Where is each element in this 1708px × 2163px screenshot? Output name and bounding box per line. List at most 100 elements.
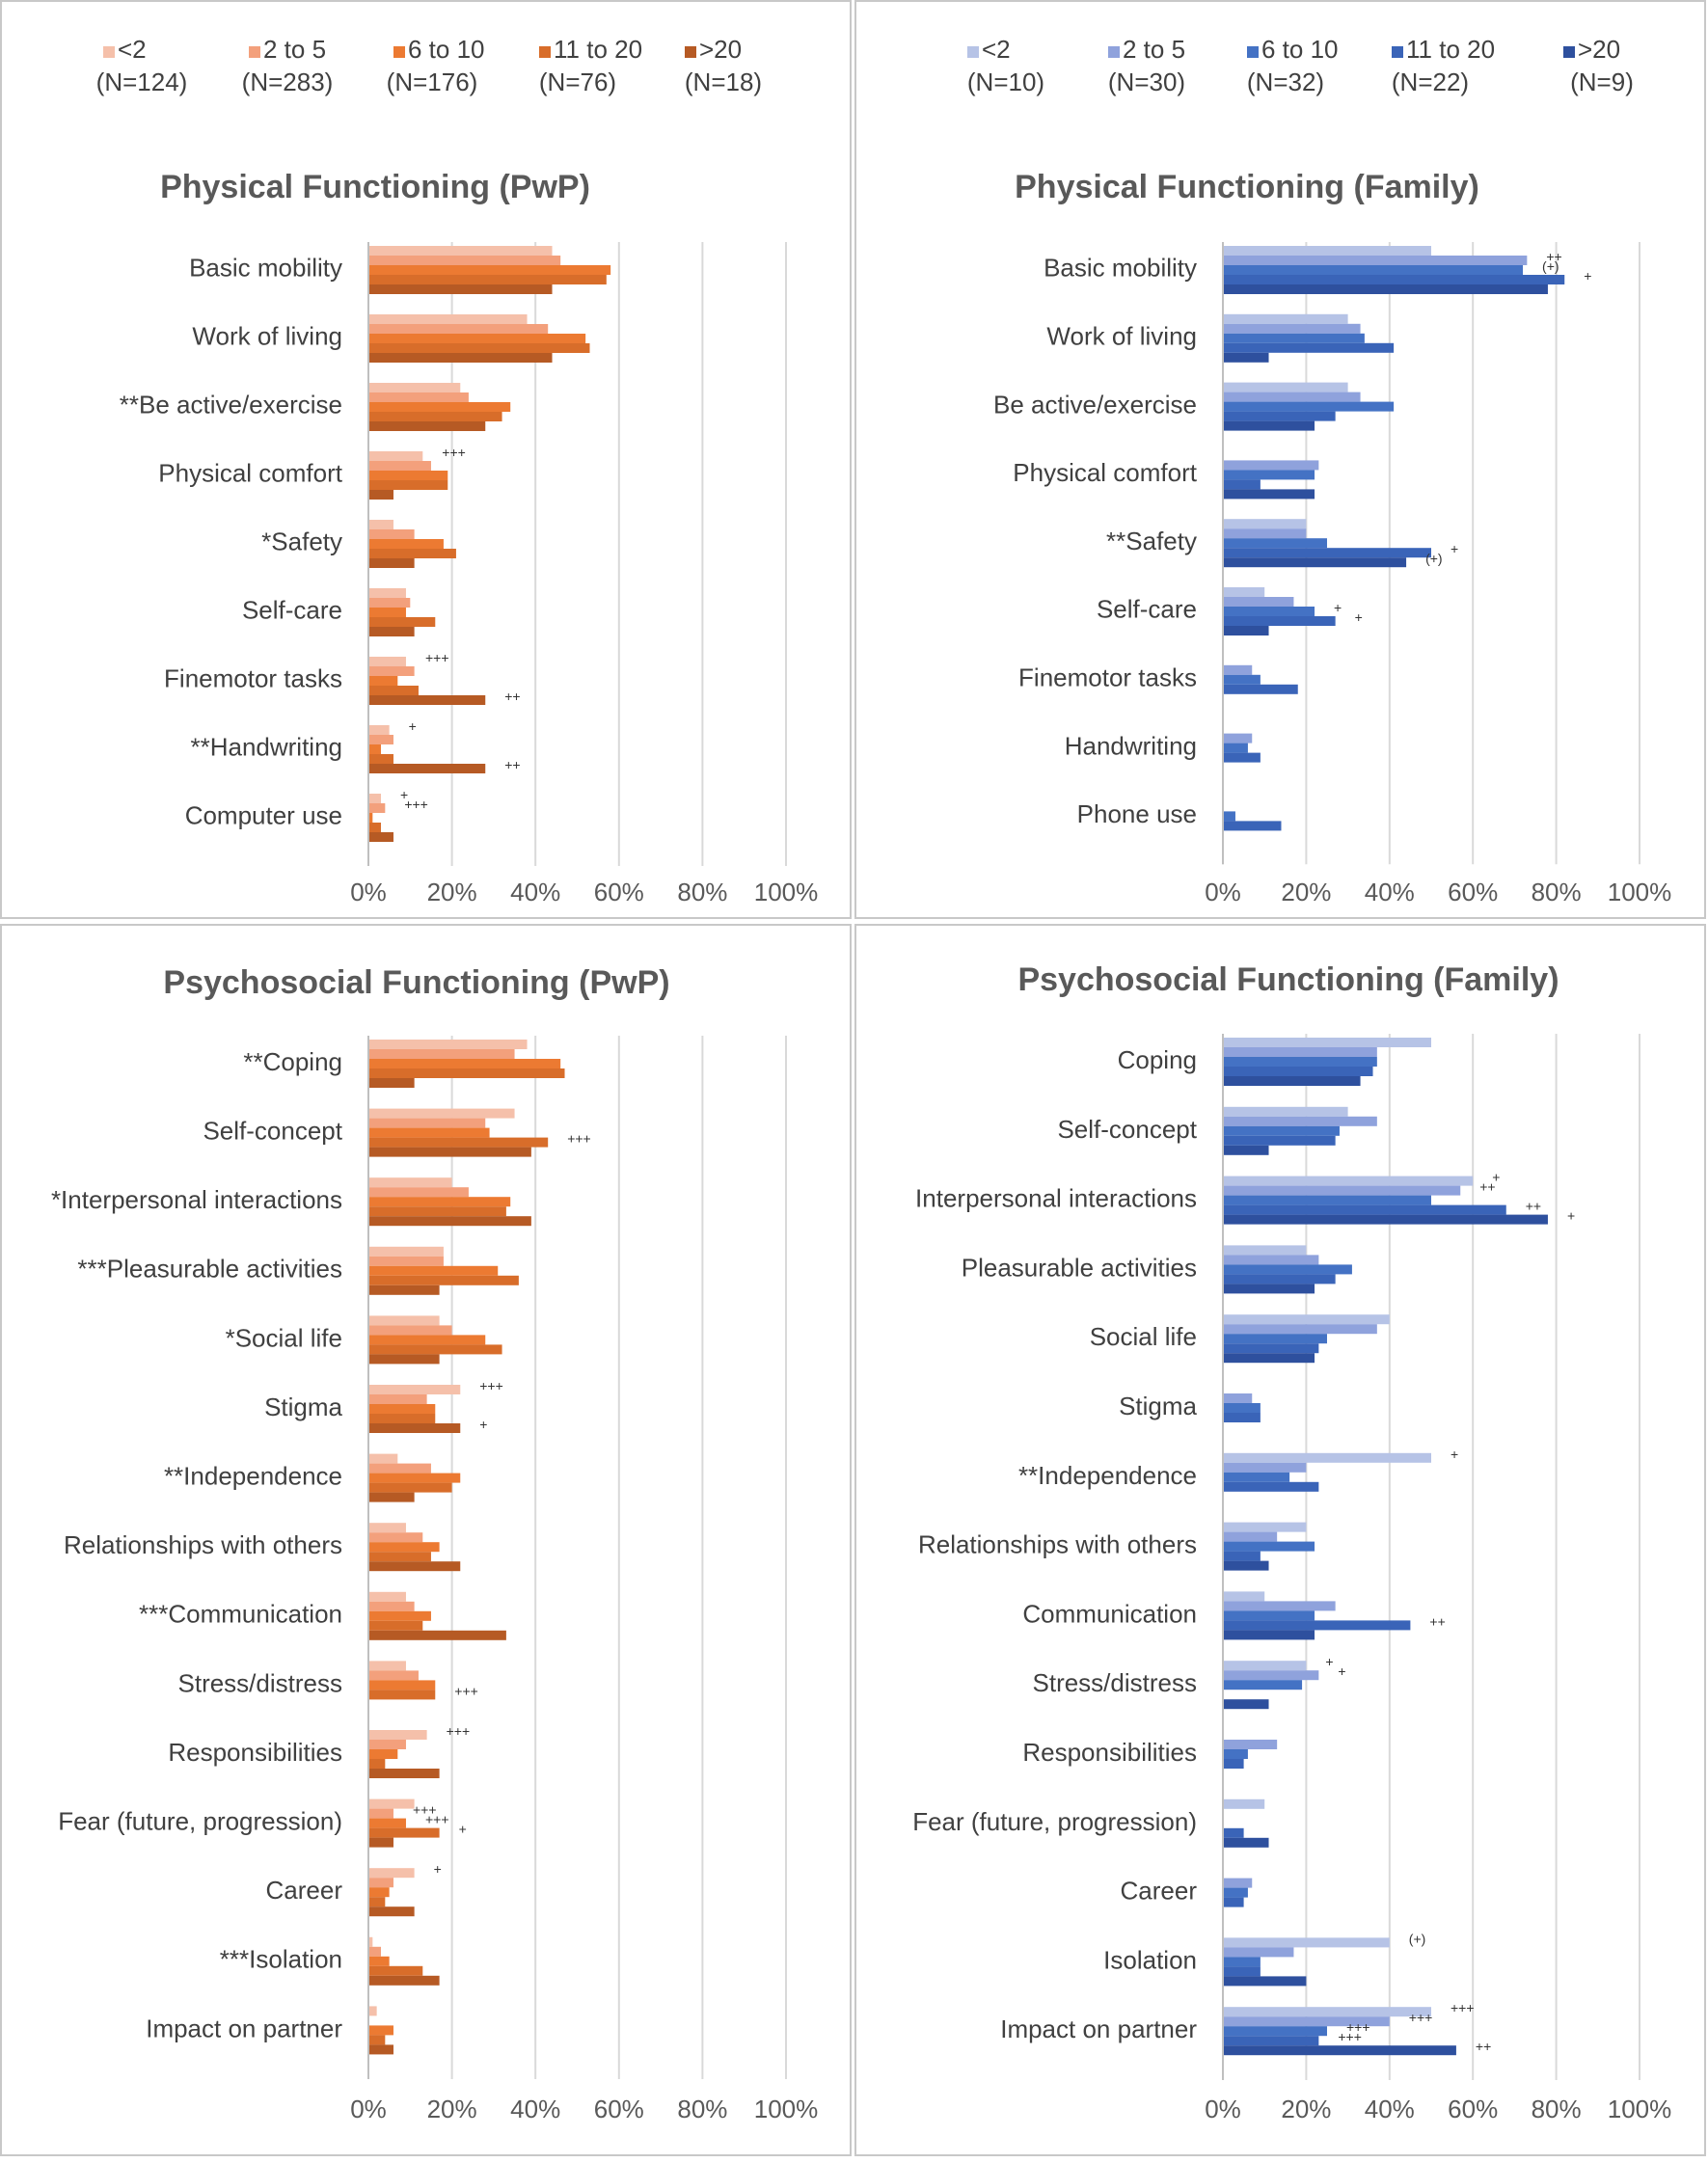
bar [368,1206,506,1217]
x-tick-label: 80% [677,878,727,906]
bar [1223,1957,1261,1967]
significance-marker: + [1338,1663,1345,1679]
bar [1223,2016,1390,2027]
bar [368,1385,461,1394]
category-label: Finemotor tasks [164,664,342,693]
bar [1223,470,1315,480]
bar [368,1956,390,1966]
bar [1223,479,1261,490]
x-tick-label: 40% [1365,2095,1415,2123]
category-label: Pleasurable activities [962,1253,1197,1282]
bar [368,1137,549,1148]
bar [1223,1067,1373,1076]
bar [368,1315,440,1326]
bar [1223,1670,1319,1681]
bar [1223,1324,1377,1335]
legend-label-pwp-4: >20 [699,35,742,64]
bar [1223,607,1315,616]
bar [1223,1452,1431,1463]
x-tick-label: 100% [1608,878,1672,906]
significance-marker: (+) [1542,258,1559,274]
bar [368,813,373,823]
x-tick-label: 60% [1448,2095,1498,2123]
significance-marker: +++ [442,445,466,460]
bar [368,2035,386,2045]
x-tick-label: 80% [1532,878,1582,906]
bar [368,1049,515,1059]
bar [368,1690,436,1700]
bar [1223,1740,1278,1749]
x-tick-label: 40% [510,878,560,906]
bar [1223,752,1261,763]
bar [368,1127,490,1138]
legend-swatch-pwp-3 [539,46,551,58]
legend-label-family-2: 6 to 10 [1261,35,1339,64]
bar [368,823,381,832]
chart-title: Physical Functioning (PwP) [160,169,590,205]
legend-swatch-family-1 [1108,46,1120,58]
category-label: ***Pleasurable activities [77,1255,342,1284]
panel-frame-physical-family [854,0,1706,919]
legend-n-family-2: (N=32) [1247,68,1324,96]
category-label: Stress/distress [1033,1668,1198,1697]
bar [1223,2026,1327,2037]
bar [368,832,393,842]
significance-marker: + [1325,1654,1333,1669]
bar [368,1284,440,1295]
bar [1223,1314,1390,1325]
category-label: Fear (future, progression) [58,1807,342,1836]
category-label: Physical comfort [158,459,342,488]
bar [368,1878,393,1888]
bar [1223,1749,1248,1759]
bar [368,1523,406,1533]
bar [368,2025,393,2036]
bar [368,744,381,754]
bar [1223,1541,1315,1552]
bar [1223,1481,1319,1492]
bar [368,1118,486,1128]
bar [1223,342,1395,353]
bar [1223,528,1307,539]
category-label: **Safety [1106,527,1197,555]
bar [368,1078,415,1088]
category-label: Computer use [185,801,342,830]
bar [368,1473,461,1483]
x-tick-label: 0% [1205,2095,1241,2123]
bar [368,1818,406,1828]
bar [1223,1185,1461,1196]
legend-n-family-0: (N=10) [967,68,1044,96]
x-tick-label: 60% [594,2095,644,2123]
category-label: Responsibilities [168,1738,342,1767]
bar [368,1759,386,1769]
bar [368,1808,393,1819]
x-tick-label: 100% [754,2095,819,2123]
chart-title: Psychosocial Functioning (PwP) [163,964,669,1001]
bar [1223,664,1253,675]
bar [368,1798,415,1809]
bar [1223,256,1528,265]
bar [368,1256,444,1266]
significance-marker: + [1492,1170,1500,1185]
x-tick-label: 20% [427,878,477,906]
legend-n-family-4: (N=9) [1570,68,1634,96]
bar [368,754,393,764]
x-tick-label: 20% [427,2095,477,2123]
category-label: Stigma [264,1392,342,1421]
legend-label-pwp-0: <2 [118,35,147,64]
bar [1223,275,1565,284]
bar [1223,1274,1336,1284]
significance-marker: +++ [1338,2029,1362,2044]
bar [368,1670,419,1681]
significance-marker: +++ [567,1131,591,1147]
bar [1223,1176,1474,1186]
bar [368,764,486,773]
bar [368,2044,393,2055]
bar [368,1552,431,1562]
bar [1223,1334,1327,1344]
bar [1223,1759,1244,1769]
x-tick-label: 100% [754,878,819,906]
bar [368,1453,398,1464]
bar [1223,1038,1431,1047]
bar [1223,333,1365,343]
